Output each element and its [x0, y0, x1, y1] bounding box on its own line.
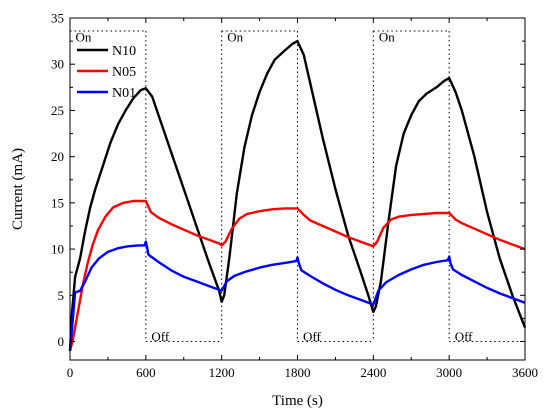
- x-tick-label: 2400: [360, 365, 386, 380]
- axis-ticks: 0 600 1200 1800 2400 3000 3600 0 5 10 15 20 25 30 35: [51, 11, 538, 381]
- series-line-n10: [68, 39, 527, 351]
- y-axis-title: Current (mA): [10, 148, 26, 230]
- x-tick-label: 1800: [285, 365, 311, 380]
- series-layer: [68, 39, 527, 352]
- annotation-on: On: [227, 29, 243, 44]
- y-tick-label: 25: [51, 103, 64, 118]
- x-tick-label: 3600: [512, 365, 538, 380]
- legend-label-n05: N05: [112, 65, 136, 80]
- annotation-off: Off: [151, 329, 169, 344]
- y-tick-label: 15: [51, 195, 64, 210]
- legend: N10 N05 N01: [77, 44, 136, 101]
- y-tick-label: 30: [51, 57, 64, 72]
- legend-label-n01: N01: [112, 86, 136, 101]
- x-tick-label: 3000: [436, 365, 462, 380]
- y-tick-label: 35: [51, 11, 64, 26]
- x-axis-title: Time (s): [272, 393, 323, 409]
- annotation-on: On: [379, 29, 395, 44]
- on-off-annotations: On On On Off Off Off: [76, 29, 474, 343]
- annotation-off: Off: [455, 329, 473, 344]
- y-tick-label: 10: [51, 242, 64, 257]
- y-tick-label: 0: [58, 334, 65, 349]
- y-tick-label: 20: [51, 149, 64, 164]
- annotation-off: Off: [303, 329, 321, 344]
- series-line-n05: [68, 199, 526, 352]
- annotation-on: On: [76, 29, 92, 44]
- legend-label-n10: N10: [112, 44, 136, 59]
- x-tick-label: 1200: [209, 365, 235, 380]
- on-off-intervals: [70, 30, 525, 343]
- x-tick-label: 600: [136, 365, 156, 380]
- x-tick-label: 0: [67, 365, 74, 380]
- y-tick-label: 5: [58, 288, 65, 303]
- series-line-n01: [68, 240, 526, 351]
